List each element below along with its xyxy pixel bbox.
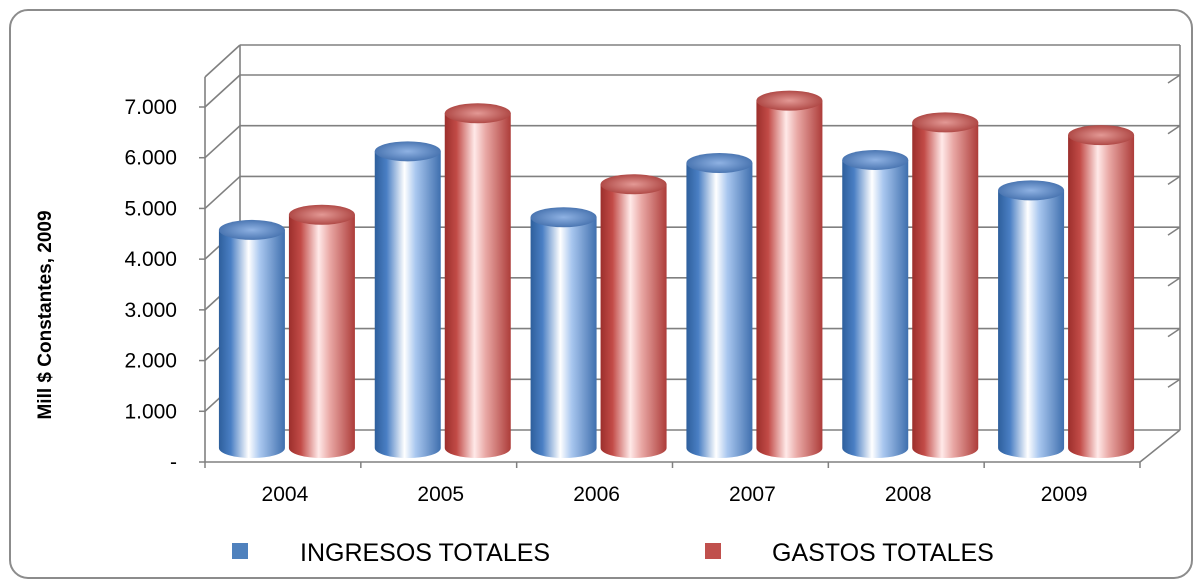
bar [374, 141, 441, 459]
legend-label-gastos: GASTOS TOTALES [772, 539, 994, 567]
y-tick-label: - [170, 451, 177, 474]
bar-body [600, 184, 667, 459]
side-wall-top [204, 44, 241, 78]
bar-cap [686, 152, 753, 173]
bar-body [998, 190, 1065, 458]
bar-body [288, 214, 355, 458]
y-tick-mark-right [1167, 226, 1181, 236]
bar-cap [912, 112, 979, 133]
bar-cap [842, 149, 909, 170]
bar-cap [1068, 125, 1135, 146]
y-axis-label: Mill $ Constantes, 2009 [35, 210, 56, 419]
bar-cap [374, 141, 441, 162]
y-tick-mark-right [1167, 277, 1181, 287]
bar-cap [288, 204, 355, 225]
y-tick-label: 3.000 [124, 299, 177, 322]
x-tick-label: 2008 [885, 483, 932, 506]
y-tick-mark-right [1167, 175, 1181, 186]
bar-body [444, 113, 511, 459]
bar [912, 112, 979, 459]
gridline-side [204, 125, 241, 159]
y-tick-mark-right [1167, 125, 1181, 135]
bars [218, 90, 1135, 459]
x-tick-label: 2006 [573, 483, 620, 506]
bar-cap [756, 90, 823, 111]
bar-body [530, 217, 597, 458]
bar-cap [998, 180, 1065, 201]
y-tick-mark-right [1167, 74, 1181, 84]
bar-cap [530, 207, 597, 228]
bar [686, 152, 753, 458]
y-tick-label: 6.000 [124, 147, 177, 170]
x-tick-labels: 2004 2005 2006 2007 2008 2009 [262, 483, 1088, 506]
bar-cap [218, 219, 285, 240]
bar-body [1068, 135, 1135, 459]
bar-body [912, 122, 979, 459]
x-tick-label: 2007 [729, 483, 776, 506]
y-tick-label: 5.000 [124, 197, 177, 220]
bar [1068, 125, 1135, 459]
legend: INGRESOS TOTALES GASTOS TOTALES [232, 539, 994, 567]
bar-body [756, 100, 823, 458]
y-tick-mark-right [1167, 327, 1181, 338]
y-tick-mark-right [1167, 378, 1181, 388]
bar-body [686, 162, 753, 458]
legend-swatch-ingresos [232, 543, 248, 559]
x-tick-label: 2009 [1041, 483, 1088, 506]
y-tick-labels: - 1.000 2.000 3.000 4.000 5.000 6.000 7.000 [124, 96, 177, 474]
bar [218, 219, 285, 458]
bar [530, 207, 597, 458]
legend-swatch-gastos [705, 543, 721, 559]
x-tick-label: 2005 [417, 483, 464, 506]
bar [288, 204, 355, 458]
bar [842, 149, 909, 458]
bar-body [842, 159, 909, 458]
gridline-side [204, 175, 241, 210]
legend-label-ingresos: INGRESOS TOTALES [300, 539, 550, 567]
bar-body [218, 229, 285, 458]
bar [444, 103, 511, 459]
y-tick-label: 4.000 [124, 248, 177, 271]
y-tick-label: 2.000 [124, 350, 177, 373]
x-tick-label: 2004 [262, 483, 309, 506]
bar-body [374, 151, 441, 459]
bar [998, 180, 1065, 458]
bar [756, 90, 823, 458]
bar-cap [444, 103, 511, 124]
bar-cap [600, 174, 667, 195]
floor-right-edge [1139, 429, 1181, 463]
bar [600, 174, 667, 459]
y-tick-label: 1.000 [124, 400, 177, 423]
gridline-side [204, 74, 241, 108]
y-tick-label: 7.000 [124, 96, 177, 119]
